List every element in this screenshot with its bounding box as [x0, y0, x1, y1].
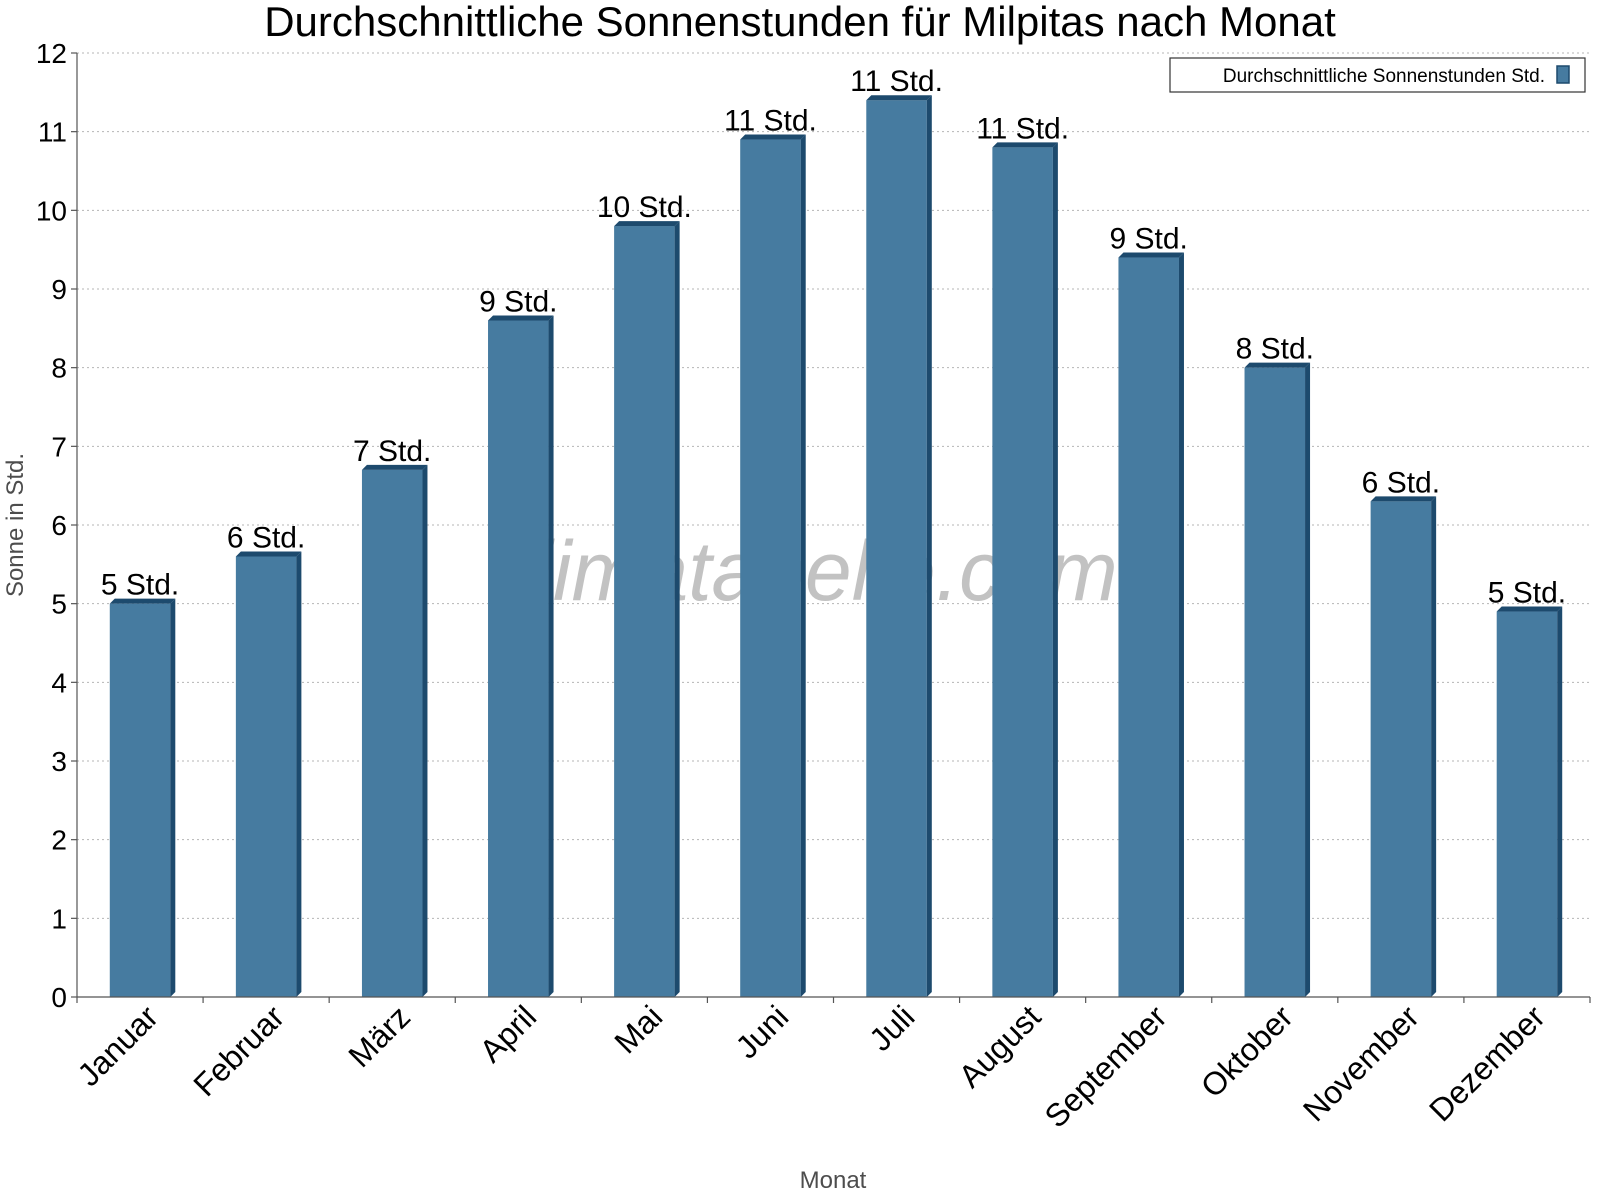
- y-tick-label: 8: [51, 353, 67, 384]
- bar-top: [740, 134, 806, 140]
- data-label: 8 Std.: [1236, 333, 1314, 366]
- y-tick-label: 5: [51, 589, 67, 620]
- bar-side: [1178, 252, 1184, 998]
- bar-januar: [109, 598, 176, 997]
- bar-front: [1370, 501, 1432, 997]
- bar-side: [422, 464, 428, 997]
- bar-top: [361, 464, 428, 470]
- x-tick-label: September: [1038, 998, 1174, 1134]
- bar-november: [1370, 496, 1437, 997]
- legend: Durchschnittliche Sonnenstunden Std.: [1169, 57, 1586, 93]
- y-tick-label: 3: [51, 746, 67, 777]
- bar-side: [800, 134, 806, 998]
- legend-label: Durchschnittliche Sonnenstunden Std.: [1223, 66, 1545, 87]
- bar-front: [1244, 367, 1306, 998]
- bar-front: [866, 100, 927, 997]
- bar-juni: [740, 134, 806, 998]
- grid-lines: [77, 52, 1590, 919]
- bar-side: [674, 221, 680, 998]
- bar-mai: [614, 221, 680, 998]
- bar-oktober: [1244, 362, 1311, 998]
- y-axis-label: Sonne in Std.: [2, 453, 29, 597]
- x-axis-label: Monat: [800, 1167, 867, 1194]
- data-label: 5 Std.: [101, 569, 179, 602]
- y-tick-label: 12: [36, 38, 67, 69]
- legend-box: [1169, 57, 1586, 93]
- x-tick-label: Oktober: [1194, 998, 1300, 1104]
- x-tick-label: April: [473, 998, 544, 1069]
- x-tick-label: Juli: [862, 998, 921, 1057]
- y-tick-label: 0: [51, 982, 67, 1013]
- data-label: 9 Std.: [479, 285, 557, 318]
- data-label: 11 Std.: [976, 112, 1069, 145]
- bar-top: [1118, 252, 1184, 258]
- bars: [109, 95, 1563, 998]
- x-tick-label: Juni: [728, 998, 795, 1065]
- bar-märz: [361, 464, 428, 997]
- bar-side: [1052, 142, 1058, 997]
- bar-top: [1244, 362, 1311, 368]
- bar-september: [1118, 252, 1184, 998]
- y-tick-label: 11: [38, 117, 67, 148]
- bar-side: [1305, 362, 1311, 998]
- data-label: 6 Std.: [227, 521, 305, 554]
- data-label: 5 Std.: [1488, 577, 1566, 610]
- bar-side: [1557, 606, 1563, 997]
- data-label: 11 Std.: [724, 105, 817, 138]
- bar-front: [361, 469, 423, 997]
- x-tick-label: März: [341, 998, 417, 1074]
- y-tick-label: 7: [51, 431, 67, 462]
- x-tick-label: November: [1296, 998, 1426, 1128]
- bar-top: [235, 551, 302, 557]
- y-tick-label: 6: [51, 510, 67, 541]
- x-axis-ticks: Januar Februar März April Mai Juni Juli AugustS…: [70, 997, 1591, 1135]
- bar-februar: [235, 551, 302, 997]
- bar-august: [992, 142, 1058, 997]
- bar-side: [170, 598, 176, 997]
- x-tick-label: Januar: [70, 998, 165, 1093]
- bar-top: [109, 598, 176, 604]
- data-labels: 5 Std. 6 Std. 7 Std. 9 Std. 10 Std. 11 Std. 11…: [101, 65, 1566, 609]
- bar-top: [1370, 496, 1437, 502]
- y-tick-label: 9: [51, 274, 67, 305]
- data-label: 11 Std.: [850, 65, 943, 98]
- bar-front: [1118, 257, 1179, 997]
- chart-title: Durchschnittliche Sonnenstunden für Milp…: [264, 0, 1336, 45]
- data-label: 10 Std.: [597, 191, 692, 224]
- data-label: 9 Std.: [1110, 223, 1188, 256]
- x-tick-label: Dezember: [1422, 998, 1552, 1128]
- bar-front: [992, 147, 1053, 997]
- bar-top: [1496, 606, 1563, 612]
- bar-front: [614, 226, 675, 998]
- bar-top: [614, 221, 680, 227]
- y-tick-label: 2: [51, 825, 67, 856]
- bar-side: [1431, 496, 1437, 997]
- y-tick-label: 4: [51, 667, 67, 698]
- x-tick-label: August: [952, 998, 1048, 1094]
- bar-juli: [866, 95, 932, 997]
- bar-april: [488, 315, 554, 997]
- bar-top: [488, 315, 554, 321]
- bar-front: [1496, 611, 1558, 997]
- bar-side: [548, 315, 554, 997]
- x-tick-label: Februar: [186, 998, 291, 1103]
- data-label: 7 Std.: [353, 435, 431, 468]
- bar-front: [488, 320, 549, 997]
- bar-top: [992, 142, 1058, 148]
- bar-side: [926, 95, 932, 997]
- x-tick-label: Mai: [607, 998, 669, 1060]
- bar-front: [109, 603, 171, 997]
- bar-side: [296, 551, 302, 997]
- bar-top: [866, 95, 932, 101]
- data-label: 6 Std.: [1362, 466, 1440, 499]
- bar-dezember: [1496, 606, 1563, 997]
- bar-front: [235, 556, 297, 997]
- y-tick-label: 1: [51, 903, 67, 934]
- legend-swatch: [1556, 65, 1570, 84]
- y-tick-label: 10: [36, 195, 67, 226]
- bar-front: [740, 139, 801, 998]
